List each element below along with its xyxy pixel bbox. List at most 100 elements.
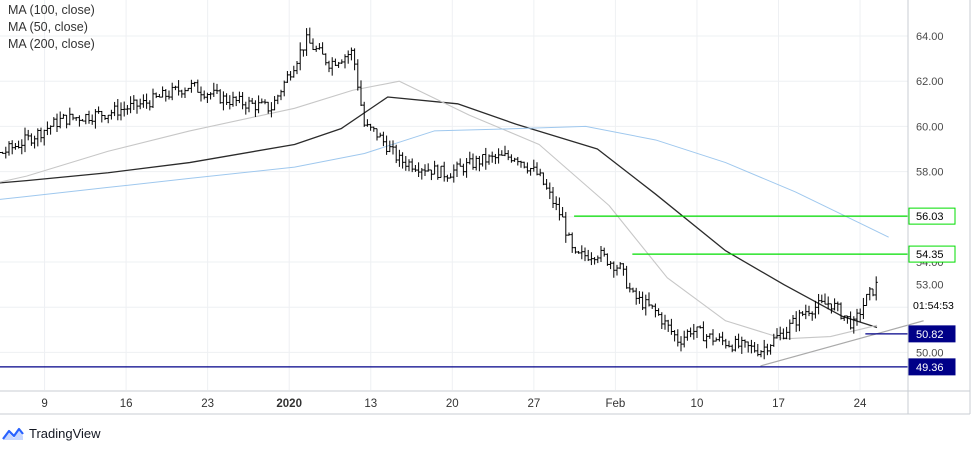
price-bar bbox=[433, 160, 437, 175]
price-bar bbox=[641, 291, 645, 311]
price-bar bbox=[221, 91, 225, 111]
x-tick-label: 24 bbox=[854, 398, 867, 410]
price-bar bbox=[535, 162, 539, 176]
price-bar bbox=[151, 88, 155, 108]
price-bar bbox=[669, 318, 673, 335]
price-bar bbox=[49, 125, 53, 135]
price-bar bbox=[849, 311, 853, 330]
x-tick-label: 2020 bbox=[276, 398, 302, 410]
price-bar bbox=[637, 291, 641, 304]
price-bar bbox=[273, 96, 277, 111]
legend-ma200[interactable]: MA (200, close) bbox=[8, 37, 95, 51]
price-bar bbox=[689, 327, 693, 338]
trendline[interactable] bbox=[760, 320, 924, 367]
price-bar bbox=[481, 153, 485, 167]
price-bar bbox=[695, 326, 699, 339]
price-bar bbox=[455, 161, 459, 178]
price-bar bbox=[618, 262, 622, 270]
price-bar bbox=[282, 80, 286, 97]
price-bar bbox=[17, 140, 21, 149]
price-bar bbox=[858, 308, 862, 323]
price-bar bbox=[865, 293, 869, 306]
grid bbox=[0, 0, 908, 390]
price-bar bbox=[161, 86, 165, 98]
price-bar bbox=[346, 50, 350, 64]
level-label-text: 56.03 bbox=[916, 211, 944, 223]
price-bar bbox=[305, 28, 309, 56]
price-bar bbox=[503, 145, 507, 157]
price-bar bbox=[289, 71, 293, 81]
price-bar bbox=[490, 151, 494, 163]
tradingview-logo[interactable]: TradingView bbox=[2, 426, 101, 441]
price-bar bbox=[247, 96, 251, 113]
price-bar bbox=[759, 350, 763, 358]
price-bar bbox=[682, 330, 686, 348]
price-bar bbox=[365, 119, 369, 127]
price-bar bbox=[573, 246, 577, 254]
price-bar bbox=[215, 83, 219, 95]
price-bar bbox=[423, 164, 427, 177]
y-tick-label: 53.00 bbox=[916, 280, 944, 292]
price-bar bbox=[353, 48, 357, 71]
bar-countdown-label: 01:54:53 bbox=[913, 300, 954, 312]
x-tick-label: 16 bbox=[120, 398, 133, 410]
price-bar bbox=[708, 333, 712, 339]
price-bar bbox=[541, 172, 545, 186]
price-bar bbox=[468, 151, 472, 165]
price-bar bbox=[564, 211, 568, 243]
price-bar bbox=[205, 92, 209, 104]
price-bar bbox=[852, 316, 856, 334]
price-bar bbox=[388, 140, 392, 153]
price-bar bbox=[465, 158, 469, 178]
price-bar bbox=[599, 246, 603, 263]
price-bar bbox=[791, 315, 795, 324]
price-bar bbox=[372, 126, 376, 132]
price-bar bbox=[87, 110, 91, 124]
price-bar bbox=[484, 147, 488, 170]
price-bar bbox=[545, 178, 549, 190]
price-bar bbox=[77, 115, 81, 127]
price-bar bbox=[116, 99, 120, 121]
price-bar bbox=[0, 152, 1, 154]
price-bar bbox=[746, 341, 750, 353]
price-bar bbox=[506, 150, 510, 161]
price-bar bbox=[13, 143, 17, 150]
price-bar bbox=[61, 113, 65, 119]
price-bar bbox=[657, 308, 661, 316]
price-bar bbox=[234, 96, 238, 107]
price-bar bbox=[673, 330, 677, 342]
price-bar bbox=[785, 326, 789, 340]
level-label-box bbox=[908, 325, 956, 343]
legend-ma100[interactable]: MA (100, close) bbox=[8, 3, 95, 17]
price-bar bbox=[605, 253, 609, 266]
price-bar bbox=[701, 321, 705, 342]
price-bar bbox=[417, 162, 421, 177]
price-bar bbox=[519, 160, 523, 168]
price-bar bbox=[868, 286, 872, 301]
price-bar bbox=[445, 174, 449, 182]
ma100-line bbox=[0, 96, 878, 329]
price-bar bbox=[65, 114, 69, 129]
x-tick-label: 9 bbox=[41, 398, 47, 410]
price-bar bbox=[756, 343, 760, 357]
price-bar bbox=[525, 162, 529, 174]
price-bar bbox=[84, 113, 88, 125]
price-bar bbox=[308, 27, 312, 44]
price-bar bbox=[705, 334, 709, 349]
price-bar bbox=[378, 132, 382, 138]
price-bar bbox=[407, 159, 411, 172]
price-bar bbox=[36, 128, 40, 147]
price-bar bbox=[804, 304, 808, 320]
y-tick-label: 50.00 bbox=[916, 347, 944, 359]
price-bar bbox=[826, 296, 830, 310]
price-bar bbox=[797, 309, 801, 332]
price-bar bbox=[871, 288, 875, 297]
legend-ma50[interactable]: MA (50, close) bbox=[8, 20, 88, 34]
price-bar bbox=[551, 186, 555, 209]
price-bar bbox=[266, 101, 270, 114]
price-bar bbox=[113, 101, 117, 117]
price-bar bbox=[279, 89, 283, 101]
price-bar bbox=[4, 146, 8, 159]
horizontal-levels bbox=[0, 215, 908, 368]
